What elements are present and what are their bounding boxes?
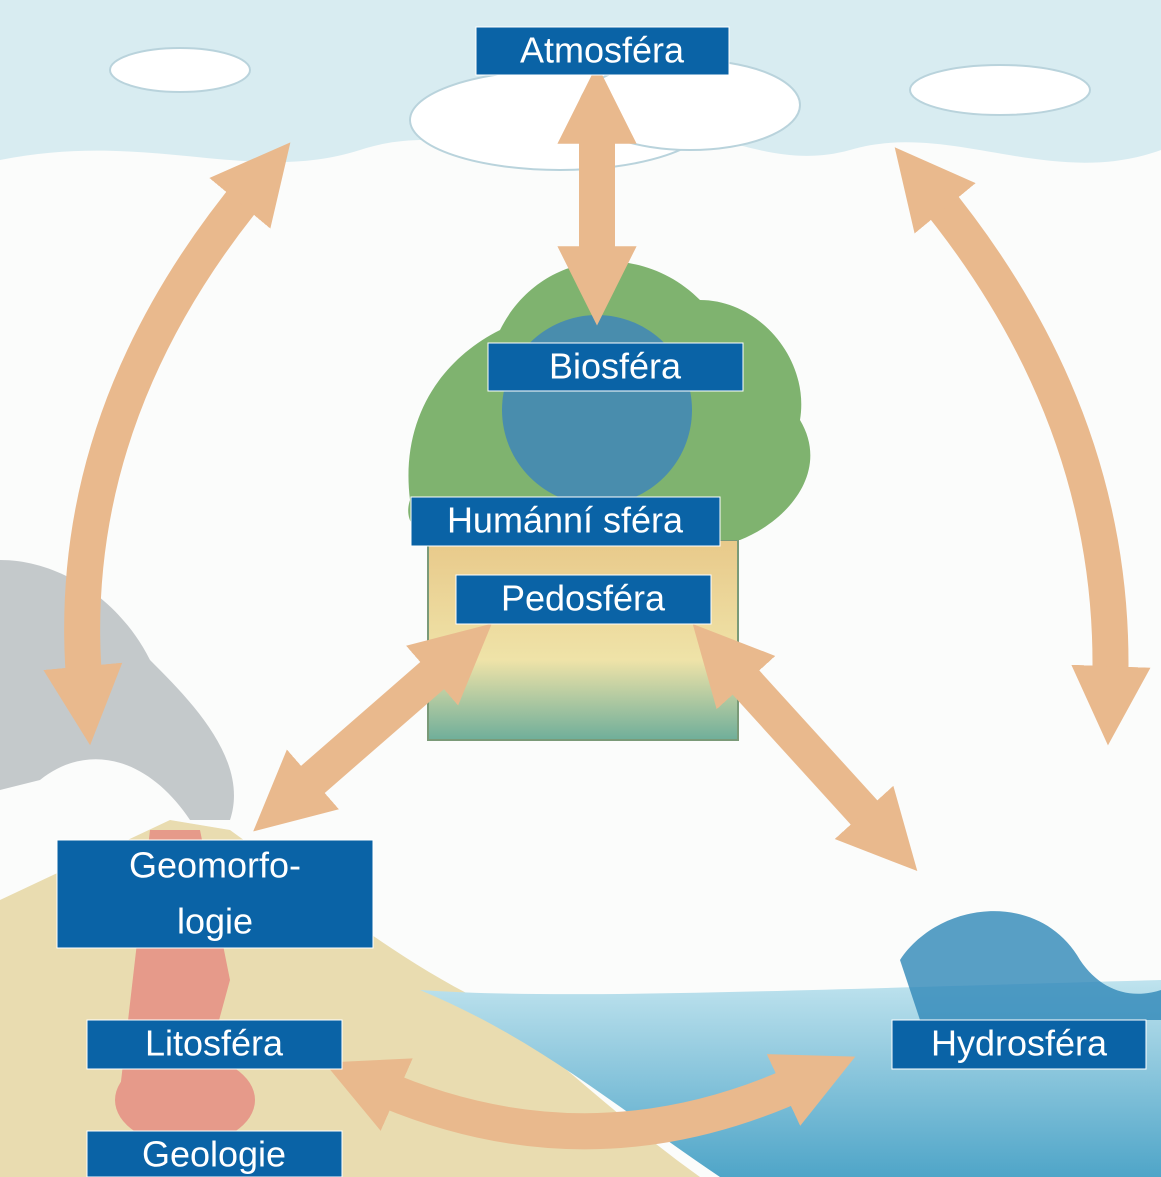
label: Litosféra (145, 1023, 284, 1064)
label: Pedosféra (501, 578, 666, 619)
label: Atmosféra (520, 30, 685, 71)
label: Biosféra (549, 346, 682, 387)
label: Geomorfo- (129, 845, 301, 886)
label: Humánní sféra (447, 500, 684, 541)
diagram: Atmosféra Biosféra Humánní sféra Pedosfé… (0, 0, 1161, 1177)
label: Hydrosféra (931, 1023, 1108, 1064)
label: Geologie (142, 1134, 286, 1175)
label: logie (177, 901, 253, 942)
